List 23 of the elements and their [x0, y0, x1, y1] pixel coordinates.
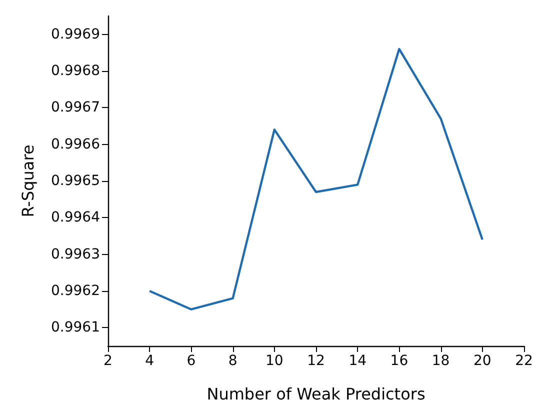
y-tick-label: 0.9961 — [51, 320, 100, 336]
x-tick-label: 2 — [104, 353, 112, 369]
x-tick-label: 10 — [265, 353, 284, 369]
y-tick-label: 0.9969 — [51, 26, 100, 42]
x-tick-label: 14 — [348, 353, 367, 369]
x-tick-label: 12 — [307, 353, 325, 369]
y-tick-label: 0.9964 — [51, 210, 100, 226]
x-tick-label: 8 — [228, 353, 238, 369]
x-tick-label: 18 — [432, 353, 450, 369]
y-tick-label: 0.9962 — [51, 283, 100, 299]
x-tick-label: 22 — [515, 353, 533, 369]
y-tick-label: 0.9966 — [51, 136, 100, 152]
x-tick-label: 4 — [145, 353, 154, 369]
line-series — [148, 48, 484, 310]
y-tick-label: 0.9965 — [51, 173, 100, 189]
y-tick-label: 0.9967 — [51, 100, 100, 116]
x-tick-label: 6 — [186, 353, 196, 369]
x-tick-label: 20 — [473, 353, 492, 369]
y-axis-title: R-Square — [18, 144, 38, 218]
y-tick-label: 0.9968 — [51, 63, 100, 79]
y-tick-label: 0.9963 — [51, 246, 100, 262]
x-tick-label: 16 — [390, 353, 408, 369]
x-axis-title: Number of Weak Predictors — [206, 384, 426, 404]
